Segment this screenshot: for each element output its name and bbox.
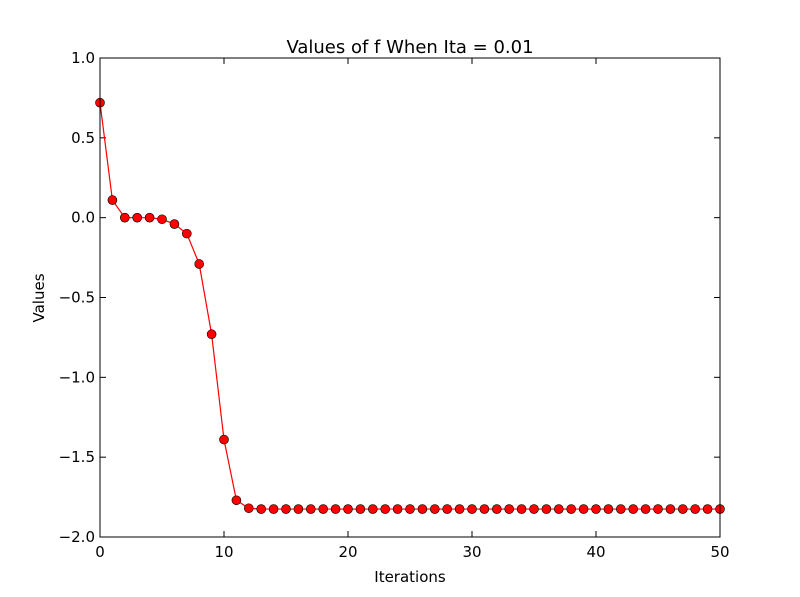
data-point bbox=[479, 504, 490, 514]
data-point bbox=[120, 212, 130, 223]
data-point bbox=[566, 504, 577, 514]
data-point bbox=[491, 504, 502, 514]
data-point bbox=[244, 503, 254, 514]
y-tick-label: 0.0 bbox=[71, 209, 95, 227]
axis-ticks: 0 10 20 30 40 50 1.0 0.5 0.0 −0.5 −1.0 −1.5 −2.0 bbox=[59, 49, 730, 561]
data-point bbox=[603, 504, 614, 514]
data-point bbox=[702, 504, 713, 514]
x-axis-label: Iterations bbox=[374, 568, 446, 586]
data-point bbox=[132, 212, 142, 223]
x-tick-label: 0 bbox=[95, 543, 105, 561]
data-point bbox=[305, 504, 316, 514]
data-point bbox=[157, 214, 167, 225]
data-point bbox=[690, 504, 701, 514]
data-point bbox=[293, 504, 304, 514]
data-point bbox=[355, 504, 366, 514]
plot-frame bbox=[99, 57, 721, 538]
data-point bbox=[268, 504, 279, 514]
data-point bbox=[231, 495, 242, 506]
data-point bbox=[380, 504, 391, 514]
data-point bbox=[367, 504, 378, 514]
chart-title: Values of f When Ita = 0.01 bbox=[286, 37, 533, 58]
data-point bbox=[144, 212, 155, 223]
y-axis-label: Values bbox=[30, 273, 48, 322]
data-point bbox=[640, 504, 651, 514]
data-point bbox=[169, 219, 180, 229]
data-point bbox=[107, 195, 118, 205]
data-point bbox=[256, 504, 267, 514]
x-tick-label: 10 bbox=[214, 543, 233, 561]
y-tick-label: −1.0 bbox=[59, 368, 95, 386]
y-tick-label: 0.5 bbox=[71, 129, 95, 147]
data-point bbox=[405, 504, 415, 514]
data-point bbox=[454, 504, 465, 514]
data-point bbox=[206, 329, 217, 340]
y-tick-label: 1.0 bbox=[71, 49, 95, 67]
data-point bbox=[194, 259, 204, 269]
data-point bbox=[628, 504, 639, 514]
data-point bbox=[553, 504, 564, 514]
data-point bbox=[281, 504, 291, 514]
data-point bbox=[343, 504, 353, 514]
data-series bbox=[95, 97, 725, 514]
x-tick-label: 40 bbox=[586, 543, 605, 561]
data-point bbox=[677, 504, 688, 514]
x-tick-label: 50 bbox=[710, 543, 729, 561]
data-point bbox=[417, 504, 428, 514]
data-point bbox=[330, 504, 341, 514]
data-point bbox=[392, 504, 403, 514]
x-tick-label: 20 bbox=[338, 543, 357, 561]
data-point bbox=[578, 504, 589, 514]
x-tick-label: 30 bbox=[462, 543, 481, 561]
y-tick-label: −1.5 bbox=[59, 448, 95, 466]
data-point bbox=[504, 504, 515, 514]
data-point bbox=[182, 228, 192, 239]
y-tick-label: −0.5 bbox=[59, 289, 95, 307]
data-point bbox=[318, 504, 329, 514]
data-point bbox=[516, 504, 527, 514]
data-point bbox=[653, 504, 663, 514]
data-point bbox=[442, 504, 453, 514]
data-point bbox=[429, 504, 440, 514]
data-point bbox=[529, 504, 539, 514]
data-point bbox=[541, 504, 552, 514]
data-point bbox=[591, 504, 601, 514]
y-tick-label: −2.0 bbox=[59, 528, 95, 546]
data-point bbox=[219, 434, 229, 445]
data-point bbox=[615, 504, 626, 514]
data-point bbox=[665, 504, 676, 514]
data-point bbox=[467, 504, 477, 514]
